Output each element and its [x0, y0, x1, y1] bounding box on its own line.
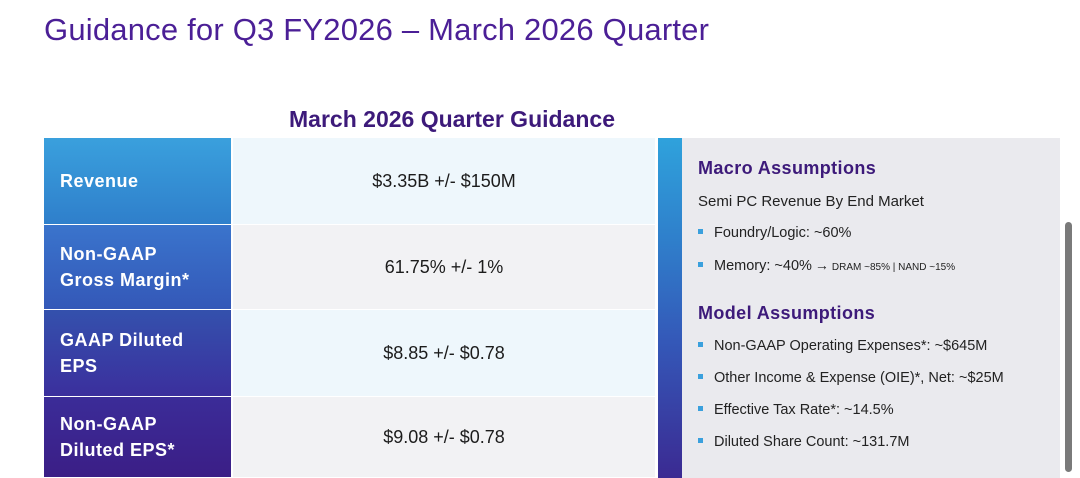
- macro-memory-item: Memory: ~40% → DRAM ~85% | NAND ~15%: [698, 257, 955, 274]
- bullet-icon: [698, 405, 703, 411]
- model-item-opex: Non-GAAP Operating Expenses*: ~$645M: [698, 338, 987, 354]
- bullet-icon: [698, 341, 703, 347]
- slide-title: Guidance for Q3 FY2026 – March 2026 Quar…: [44, 12, 710, 47]
- guidance-value: $3.35B +/- $150M: [233, 138, 655, 224]
- guidance-label: Non-GAAP Gross Margin*: [44, 225, 231, 309]
- bullet-icon: [698, 437, 703, 443]
- guidance-row-nongaap-eps: Non-GAAP Diluted EPS* $9.08 +/- $0.78: [44, 397, 655, 477]
- arrow-right-icon: →: [814, 257, 829, 273]
- scrollbar[interactable]: [1065, 222, 1072, 472]
- bullet-icon: [698, 228, 703, 234]
- bullet-icon: [698, 261, 703, 267]
- model-item-oie: Other Income & Expense (OIE)*, Net: ~$25…: [698, 370, 1004, 386]
- macro-foundry-item: Foundry/Logic: ~60%: [698, 225, 851, 241]
- model-assumptions-heading: Model Assumptions: [698, 303, 876, 323]
- guidance-value: $9.08 +/- $0.78: [233, 397, 655, 477]
- macro-assumptions-heading: Macro Assumptions: [698, 158, 877, 178]
- guidance-heading: March 2026 Quarter Guidance: [289, 106, 615, 132]
- panel-accent-bar: [658, 138, 682, 478]
- memory-detail: DRAM ~85% | NAND ~15%: [831, 262, 956, 273]
- guidance-row-gross-margin: Non-GAAP Gross Margin* 61.75% +/- 1%: [44, 225, 655, 309]
- macro-subheading: Semi PC Revenue By End Market: [698, 193, 924, 210]
- assumptions-panel: Macro Assumptions Semi PC Revenue By End…: [658, 138, 1060, 478]
- bullet-icon: [698, 373, 703, 379]
- model-item-tax: Effective Tax Rate*: ~14.5%: [698, 402, 894, 418]
- guidance-label: GAAP Diluted EPS: [44, 310, 231, 396]
- guidance-value: 61.75% +/- 1%: [233, 225, 655, 309]
- guidance-value: $8.85 +/- $0.78: [233, 310, 655, 396]
- guidance-row-gaap-eps: GAAP Diluted EPS $8.85 +/- $0.78: [44, 310, 655, 396]
- guidance-label: Revenue: [44, 138, 231, 224]
- guidance-row-revenue: Revenue $3.35B +/- $150M: [44, 138, 655, 224]
- model-item-shares: Diluted Share Count: ~131.7M: [698, 434, 909, 450]
- guidance-label: Non-GAAP Diluted EPS*: [44, 397, 231, 477]
